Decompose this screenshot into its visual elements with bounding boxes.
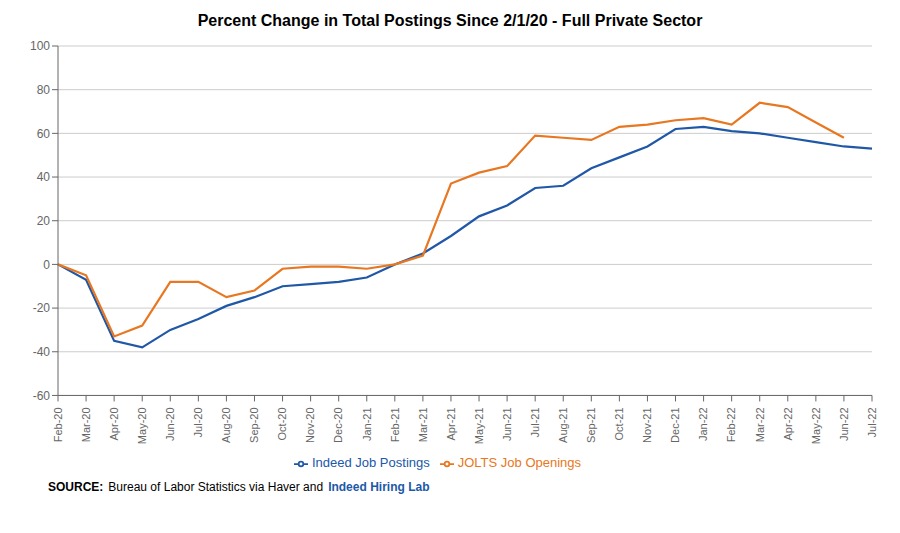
svg-text:Oct-20: Oct-20 xyxy=(276,407,288,440)
svg-text:Feb-21: Feb-21 xyxy=(389,407,401,442)
svg-text:Mar-22: Mar-22 xyxy=(754,407,766,442)
svg-text:Jan-22: Jan-22 xyxy=(697,407,709,441)
svg-text:Apr-22: Apr-22 xyxy=(782,407,794,440)
svg-text:Aug-20: Aug-20 xyxy=(220,407,232,442)
svg-text:May-22: May-22 xyxy=(810,407,822,444)
svg-text:Nov-21: Nov-21 xyxy=(641,407,653,442)
svg-text:60: 60 xyxy=(37,127,51,141)
svg-text:Nov-20: Nov-20 xyxy=(304,407,316,442)
html-text:JOLTS Job Openings: JOLTS Job Openings xyxy=(457,455,582,471)
svg-text:Sep-20: Sep-20 xyxy=(248,407,260,442)
svg-text:Apr-20: Apr-20 xyxy=(108,407,120,440)
svg-text:May-21: May-21 xyxy=(473,407,485,444)
svg-text:Jun-20: Jun-20 xyxy=(164,407,176,441)
svg-text:100: 100 xyxy=(30,39,50,53)
svg-text:Apr-21: Apr-21 xyxy=(445,407,457,440)
svg-text:Mar-20: Mar-20 xyxy=(80,407,92,442)
svg-text:May-20: May-20 xyxy=(136,407,148,444)
svg-text:Jan-21: Jan-21 xyxy=(361,407,373,441)
svg-text:40: 40 xyxy=(37,170,51,184)
svg-text:Oct-21: Oct-21 xyxy=(613,407,625,440)
html-text:Percent Change in Total Postin: Percent Change in Total Postings Since 2… xyxy=(197,12,703,29)
svg-text:0: 0 xyxy=(43,258,50,272)
svg-text:Dec-20: Dec-20 xyxy=(332,407,344,442)
html-text:SOURCE: Bureau of Labor Statis: SOURCE: Bureau of Labor Statistics via H… xyxy=(48,480,430,494)
html-text:Indeed Job Postings: Indeed Job Postings xyxy=(311,455,430,471)
svg-text:Jul-21: Jul-21 xyxy=(529,407,541,437)
svg-text:Dec-21: Dec-21 xyxy=(669,407,681,442)
svg-text:Feb-20: Feb-20 xyxy=(52,407,64,442)
svg-text:-60: -60 xyxy=(33,389,51,403)
svg-text:-20: -20 xyxy=(33,301,51,315)
svg-text:Jun-21: Jun-21 xyxy=(501,407,513,441)
svg-text:80: 80 xyxy=(37,83,51,97)
svg-text:Jul-22: Jul-22 xyxy=(866,407,878,437)
svg-text:Jun-22: Jun-22 xyxy=(838,407,850,441)
svg-text:Aug-21: Aug-21 xyxy=(557,407,569,442)
svg-text:Sep-21: Sep-21 xyxy=(585,407,597,442)
svg-text:Jul-20: Jul-20 xyxy=(192,407,204,437)
svg-text:-40: -40 xyxy=(33,345,51,359)
svg-text:Feb-22: Feb-22 xyxy=(725,407,737,442)
svg-text:Mar-21: Mar-21 xyxy=(417,407,429,442)
svg-text:20: 20 xyxy=(37,214,51,228)
